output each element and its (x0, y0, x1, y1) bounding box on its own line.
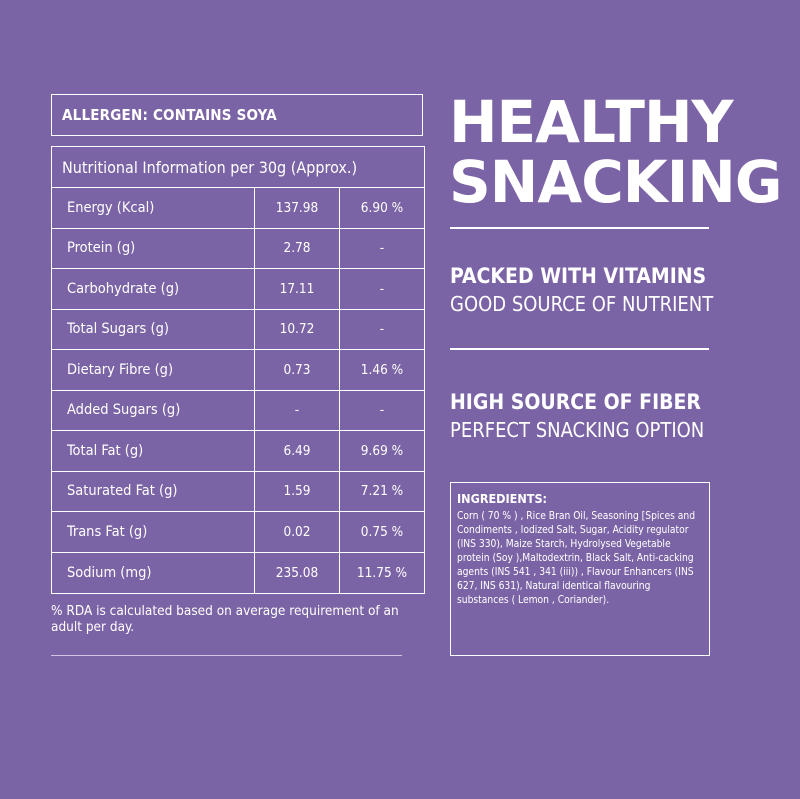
nutrient-value: 0.73 (255, 350, 340, 390)
nutrient-name: Carbohydrate (g) (52, 269, 255, 309)
headline: HEALTHY SNACKING (449, 88, 782, 216)
nutrient-value: 2.78 (255, 228, 340, 268)
nutrient-rda: 1.46 % (360, 361, 404, 378)
feature-subtitle-snacking: PERFECT SNACKING OPTION (450, 418, 705, 442)
feature-title-fiber: HIGH SOURCE OF FIBER (450, 390, 701, 414)
rda-footnote: % RDA is calculated based on average req… (51, 603, 399, 635)
nutrient-rda: 9.69 % (360, 442, 404, 459)
table-row: Total Sugars (g) 10.72 - (52, 309, 424, 350)
ingredients-box: INGREDIENTS: Corn ( 70 % ) , Rice Bran O… (450, 482, 710, 656)
nutrient-name: Sodium (mg) (52, 552, 255, 593)
nutrient-value: 1.59 (255, 471, 340, 511)
table-row: Protein (g) 2.78 - (52, 228, 424, 269)
nutrient-name: Energy (Kcal) (52, 188, 255, 228)
nutrient-rda: - (379, 321, 385, 338)
footnote-divider (51, 655, 402, 656)
nutrient-rda: 7.21 % (360, 483, 404, 500)
nutrition-table: Nutritional Information per 30g (Approx.… (51, 146, 425, 594)
nutrient-rda: 0.75 % (360, 523, 404, 540)
nutrient-name: Total Sugars (g) (52, 309, 255, 349)
headline-line-2: SNACKING (449, 148, 782, 216)
nutrient-value: 6.49 (255, 431, 340, 471)
nutrient-value: 0.02 (255, 512, 340, 552)
nutrient-name: Dietary Fibre (g) (52, 350, 255, 390)
table-row: Saturated Fat (g) 1.59 7.21 % (52, 471, 424, 512)
table-row: Total Fat (g) 6.49 9.69 % (52, 431, 424, 472)
nutrition-heading: Nutritional Information per 30g (Approx.… (52, 147, 424, 188)
table-row: Energy (Kcal) 137.98 6.90 % (52, 188, 424, 229)
table-row: Sodium (mg) 235.08 11.75 % (52, 552, 424, 593)
nutrient-name: Added Sugars (g) (52, 390, 255, 430)
nutrient-rda: 11.75 % (356, 564, 408, 581)
nutrient-name: Saturated Fat (g) (52, 471, 255, 511)
table-row: Carbohydrate (g) 17.11 - (52, 269, 424, 310)
table-row: Added Sugars (g) - - (52, 390, 424, 431)
nutrient-value: 10.72 (255, 309, 340, 349)
headline-divider (450, 227, 709, 229)
nutrient-name: Trans Fat (g) (52, 512, 255, 552)
feature-title-vitamins: PACKED WITH VITAMINS (450, 264, 707, 288)
headline-line-1: HEALTHY (449, 88, 734, 156)
ingredients-text: Corn ( 70 % ) , Rice Bran Oil, Seasoning… (457, 511, 696, 606)
feature-divider (450, 348, 709, 350)
nutrient-rda: - (379, 280, 385, 297)
allergen-notice: ALLERGEN: CONTAINS SOYA (51, 94, 423, 136)
nutrient-rda: - (379, 402, 385, 419)
nutrient-value: 17.11 (255, 269, 340, 309)
nutrient-rda: - (379, 240, 385, 257)
nutrient-value: 137.98 (255, 188, 340, 228)
table-row: Trans Fat (g) 0.02 0.75 % (52, 512, 424, 553)
table-row: Dietary Fibre (g) 0.73 1.46 % (52, 350, 424, 391)
nutrient-name: Total Fat (g) (52, 431, 255, 471)
nutrient-rda: 6.90 % (360, 199, 404, 216)
feature-subtitle-nutrient: GOOD SOURCE OF NUTRIENT (450, 292, 714, 316)
nutrient-value: 235.08 (255, 552, 340, 593)
nutrient-value: - (255, 390, 340, 430)
nutrient-name: Protein (g) (52, 228, 255, 268)
ingredients-title: INGREDIENTS: (457, 491, 548, 506)
